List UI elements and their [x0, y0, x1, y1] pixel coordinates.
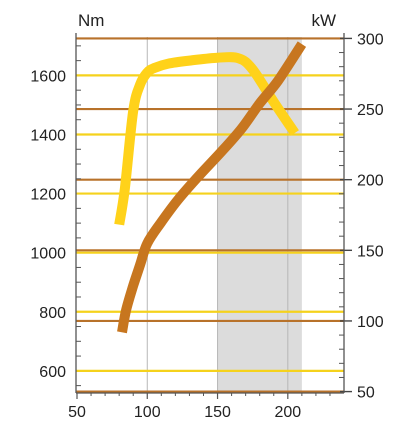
right-tick-label-300: 300 — [357, 31, 384, 48]
x-tick-label-100: 100 — [134, 404, 161, 421]
x-tick-label-150: 150 — [204, 404, 231, 421]
shaded-band — [217, 37, 302, 393]
left-tick-label-1000: 1000 — [30, 246, 66, 263]
shaded-band-layer — [217, 37, 302, 393]
x-tick-label-200: 200 — [274, 404, 301, 421]
left-tick-label-1600: 1600 — [30, 68, 66, 85]
torque-curve — [114, 52, 299, 226]
series-layer — [114, 41, 307, 334]
vertical-gridlines — [146, 37, 289, 393]
tick-labels-layer: 600 800 1000 1200 1400 1600 50 100 150 200 250 300 5… — [30, 31, 383, 421]
right-tick-label-200: 200 — [357, 173, 384, 190]
x-tick-label-50: 50 — [68, 404, 86, 421]
left-tick-label-800: 800 — [39, 305, 66, 322]
right-tick-label-150: 150 — [357, 243, 384, 260]
right-tick-label-100: 100 — [357, 314, 384, 331]
right-tick-label-250: 250 — [357, 102, 384, 119]
left-axis-unit-label: Nm — [78, 11, 104, 30]
power-curve — [117, 41, 307, 334]
left-tick-label-1200: 1200 — [30, 187, 66, 204]
right-axis-unit-label: kW — [311, 11, 336, 30]
axes-layer — [75, 33, 352, 399]
right-tick-label-50: 50 — [357, 385, 375, 402]
left-tick-label-600: 600 — [39, 364, 66, 381]
left-tick-label-1400: 1400 — [30, 127, 66, 144]
